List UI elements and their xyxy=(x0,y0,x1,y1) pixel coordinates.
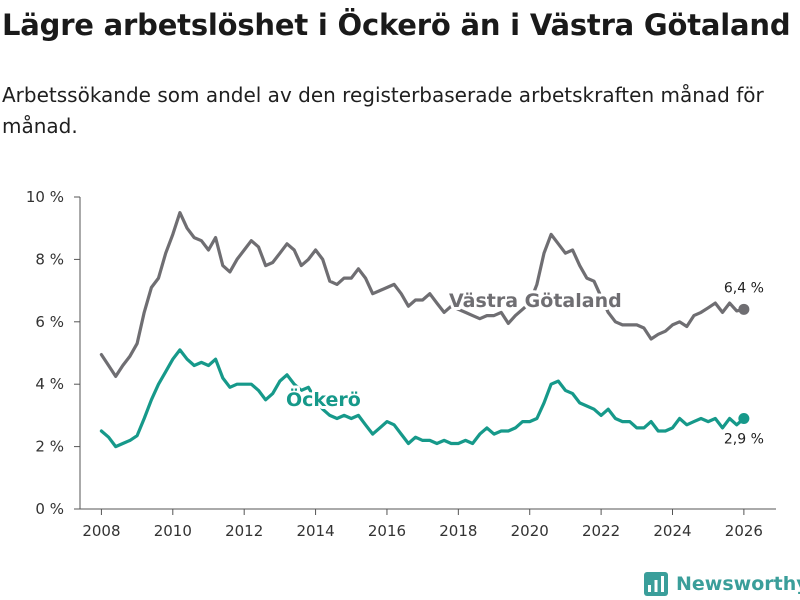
x-tick-label: 2022 xyxy=(582,522,620,540)
x-tick-label: 2010 xyxy=(154,522,192,540)
y-tick-label: 8 % xyxy=(35,250,64,268)
series-line-ockero xyxy=(99,348,746,449)
x-tick-label: 2018 xyxy=(439,522,477,540)
end-point-ockero xyxy=(738,413,750,425)
x-tick-label: 2016 xyxy=(368,522,406,540)
series-line-vastra-gotaland xyxy=(99,211,746,378)
newsworthy-logo-icon xyxy=(644,572,668,596)
label-layer: 6,4 % 2,9 % Västra Götaland Öckerö xyxy=(283,280,764,448)
y-tick-label: 6 % xyxy=(35,313,64,331)
x-tick-label: 2024 xyxy=(653,522,691,540)
end-label-ockero: 2,9 % xyxy=(724,432,764,448)
series-layer xyxy=(99,211,750,449)
y-tick-label: 2 % xyxy=(35,438,64,456)
x-tick-label: 2026 xyxy=(725,522,763,540)
x-tick-label: 2020 xyxy=(511,522,549,540)
series-label-ockero: Öckerö xyxy=(286,387,361,411)
end-point-vastra-gotaland xyxy=(738,303,750,315)
x-axis: 2008 2010 2012 2014 2016 2018 2020 2022 2024 2026 xyxy=(80,508,776,540)
y-tick-label: 4 % xyxy=(35,375,64,393)
brand-name: Newsworthy xyxy=(676,573,800,595)
x-tick-label: 2014 xyxy=(296,522,334,540)
y-axis: 0 % 2 % 4 % 6 % 8 % 10 % xyxy=(26,188,81,518)
chart-title: Lägre arbetslöshet i Öckerö än i Västra … xyxy=(2,8,791,42)
y-tick-label: 10 % xyxy=(26,188,64,206)
chart-subtitle: Arbetssökande som andel av den registerb… xyxy=(2,83,764,138)
end-label-vastra-gotaland: 6,4 % xyxy=(724,280,764,296)
brand-logo: Newsworthy xyxy=(644,570,800,598)
y-tick-label: 0 % xyxy=(35,500,64,518)
x-tick-label: 2012 xyxy=(225,522,263,540)
x-tick-label: 2008 xyxy=(82,522,120,540)
series-label-vastra-gotaland: Västra Götaland xyxy=(449,290,622,312)
